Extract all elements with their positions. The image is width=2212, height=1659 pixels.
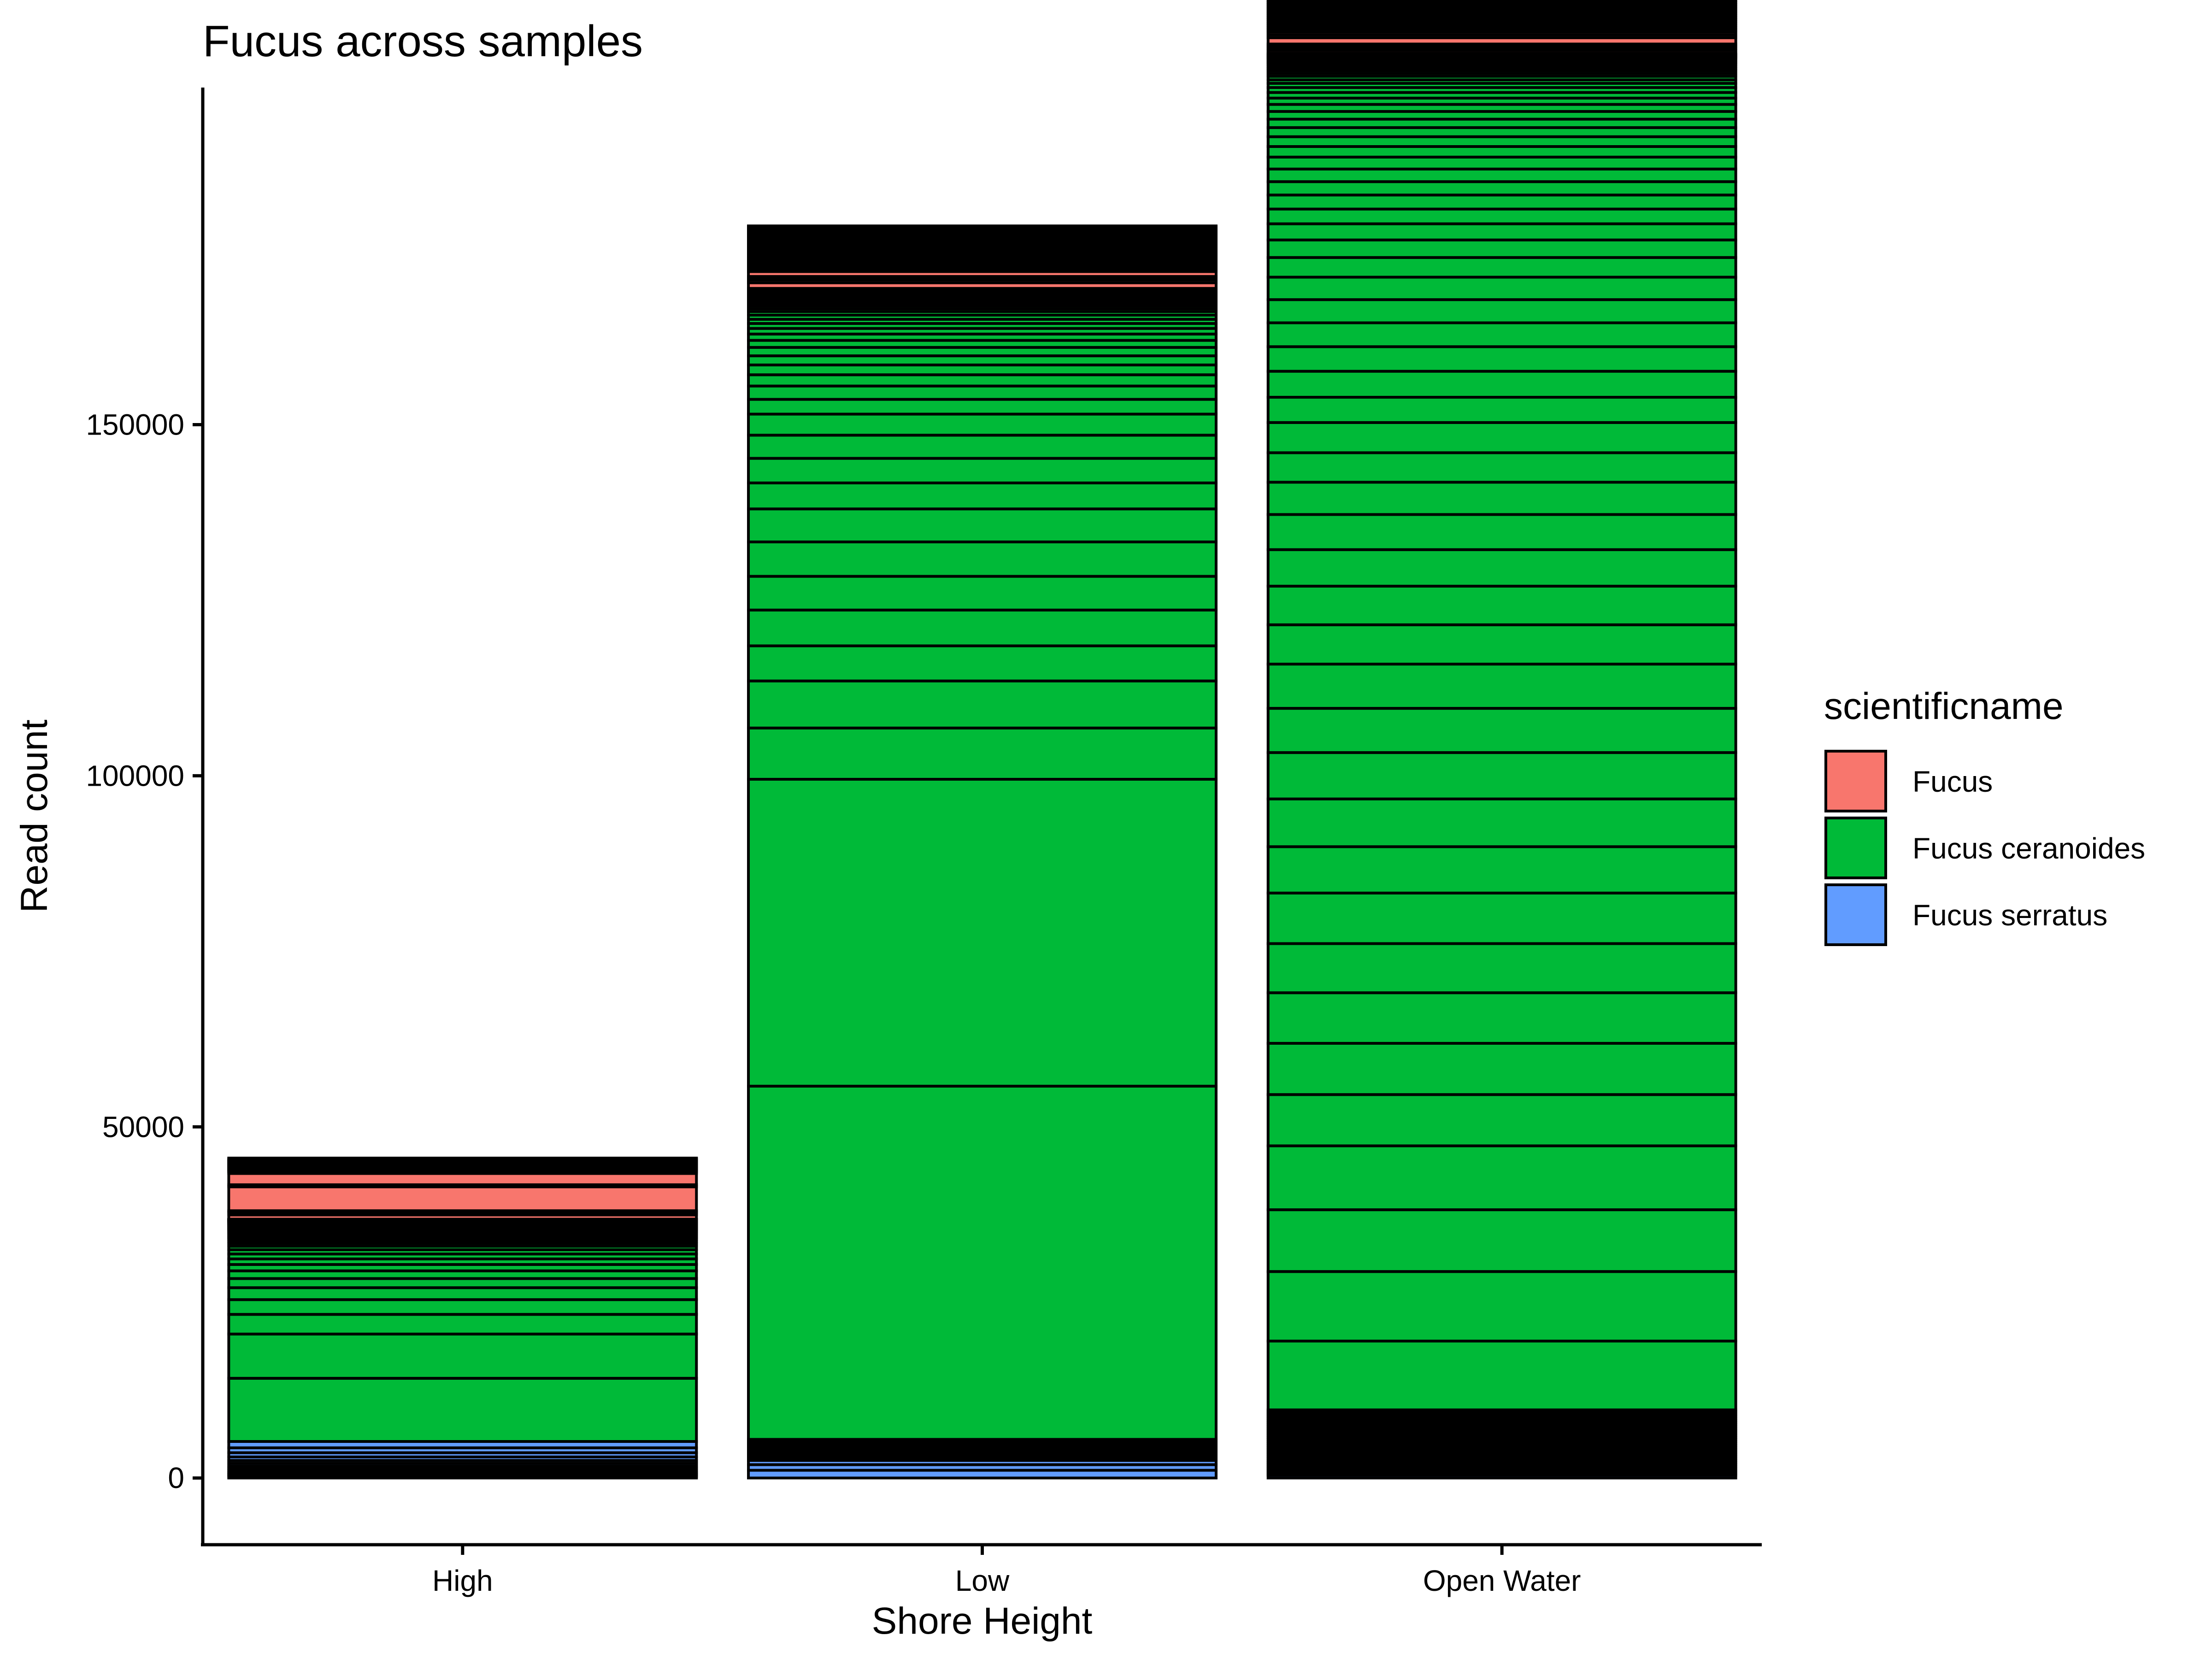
- bar-segment-fucus-ceranoides: [747, 373, 1218, 388]
- legend-label-fucus-serratus: Fucus serratus: [1912, 899, 2107, 932]
- bar-segment-fucus-ceranoides: [1266, 345, 1737, 373]
- bar-segment-fucus-ceranoides: [1266, 451, 1737, 484]
- legend: scientificname Fucus Fucus ceranoides Fucu…: [1824, 685, 2145, 946]
- bar-segment-fucus-ceranoides: [747, 457, 1218, 484]
- bar-segment-fucus-ceranoides: [747, 481, 1218, 511]
- bar-segment-fucus-ceranoides: [1266, 663, 1737, 710]
- bar-segment-fucus: [227, 1156, 698, 1160]
- bar-segment-fucus-ceranoides: [1266, 276, 1737, 301]
- bar-segment-fucus-ceranoides: [1266, 370, 1737, 399]
- bar-segment-fucus-ceranoides: [1266, 207, 1737, 225]
- bar-segment-fucus: [227, 1172, 698, 1186]
- chart-title: Fucus across samples: [203, 17, 643, 66]
- bar-segment-fucus-ceranoides: [1266, 298, 1737, 324]
- bar-segment-fucus-ceranoides: [227, 1377, 698, 1443]
- bar-segment-fucus-ceranoides: [1266, 180, 1737, 197]
- bar-segment-fucus-ceranoides: [747, 412, 1218, 437]
- bar-segment-fucus-ceranoides: [1266, 1093, 1737, 1147]
- plot-area: [227, 0, 1737, 1480]
- x-tick-label: Open Water: [1423, 1564, 1581, 1597]
- bar-segment-fucus-ceranoides: [1266, 991, 1737, 1045]
- legend-swatch-fucus-serratus: [1824, 883, 1887, 946]
- bar-segment-fucus-ceranoides: [747, 363, 1218, 377]
- bar-segment-fucus-ceranoides: [747, 777, 1218, 1088]
- x-tick-label: Low: [955, 1564, 1010, 1597]
- bar-segment-fucus-ceranoides: [1266, 751, 1737, 800]
- bar-stack-high: [227, 1156, 698, 1480]
- bar-segment-fucus-ceranoides: [747, 1084, 1218, 1441]
- bar-segment-fucus-ceranoides: [747, 608, 1218, 647]
- bar-segment-fucus-ceranoides: [1266, 145, 1737, 159]
- bar-segment-fucus-ceranoides: [747, 434, 1218, 460]
- bar-segment-fucus-ceranoides: [227, 1332, 698, 1380]
- bar-segment-fucus-ceranoides: [747, 384, 1218, 401]
- bar-segment-fucus-ceranoides: [1266, 256, 1737, 279]
- legend-title: scientificname: [1824, 685, 2064, 727]
- bar-segment-fucus-ceranoides: [1266, 135, 1737, 148]
- bar-segment-fucus-ceranoides: [747, 575, 1218, 612]
- bar-segment-fucus-ceranoides: [227, 1313, 698, 1335]
- y-axis-title: Read count: [13, 719, 55, 913]
- bar-segment-fucus-ceranoides: [1266, 1340, 1737, 1412]
- legend-label-fucus-ceranoides: Fucus ceranoides: [1912, 832, 2145, 865]
- legend-label-fucus: Fucus: [1912, 765, 1993, 798]
- bar-segment-fucus-ceranoides: [227, 1286, 698, 1301]
- bar-segment-fucus-ceranoides: [1266, 1208, 1737, 1273]
- y-tick-label: 50000: [102, 1110, 184, 1143]
- bar-segment-fucus-ceranoides: [747, 726, 1218, 781]
- bar-segment-fucus-ceranoides: [1266, 584, 1737, 626]
- bar-segment-fucus-ceranoides: [1266, 421, 1737, 454]
- bar-segment-fucus-ceranoides: [1266, 623, 1737, 666]
- bar-segment-fucus-ceranoides: [1266, 167, 1737, 183]
- bar-segment-fucus-ceranoides: [1266, 321, 1737, 348]
- bar-segment-fucus-ceranoides: [1266, 481, 1737, 516]
- bar-segment-fucus-ceranoides: [1266, 548, 1737, 588]
- bar-segment-fucus-ceranoides: [1266, 1270, 1737, 1343]
- bar-segment-fucus-ceranoides: [1266, 942, 1737, 994]
- legend-swatch-fucus-ceranoides: [1824, 817, 1887, 879]
- y-tick-label: 150000: [86, 408, 184, 441]
- bar-segment-fucus-ceranoides: [1266, 238, 1737, 259]
- y-axis-ticks: 0 50000 100000 150000: [86, 408, 203, 1494]
- bar-segment-fucus-ceranoides: [1266, 845, 1737, 894]
- bar-segment-fucus-ceranoides: [747, 507, 1218, 543]
- y-tick-label: 100000: [86, 759, 184, 792]
- bar-segment-fucus-ceranoides: [1266, 1041, 1737, 1096]
- bar-segment-fucus: [227, 1185, 698, 1212]
- bar-segment-fucus-ceranoides: [747, 398, 1218, 416]
- bar-stack-open-water: [1266, 0, 1737, 1480]
- bar-segment-fucus-ceranoides: [1266, 1144, 1737, 1212]
- x-tick-label: High: [432, 1564, 493, 1597]
- x-axis-title: Shore Height: [872, 1600, 1093, 1642]
- x-axis-ticks: High Low Open Water: [432, 1545, 1581, 1597]
- y-tick-label: 0: [168, 1461, 184, 1494]
- bar-segment-fucus-ceranoides: [1266, 396, 1737, 424]
- bar-segment-fucus-ceranoides: [1266, 513, 1737, 551]
- bar-segment-fucus-ceranoides: [1266, 891, 1737, 945]
- bar-segment-fucus-ceranoides: [1266, 194, 1737, 211]
- bar-segment-fucus-ceranoides: [227, 1298, 698, 1316]
- bar-segment-fucus: [747, 224, 1218, 229]
- bar-segment-fucus-ceranoides: [1266, 707, 1737, 754]
- legend-swatch-fucus: [1824, 750, 1887, 812]
- bar-segment-fucus-ceranoides: [747, 679, 1218, 729]
- bar-segment-fucus-ceranoides: [1266, 797, 1737, 848]
- bar-segment-fucus-ceranoides: [747, 540, 1218, 578]
- bar-segment-fucus-ceranoides: [747, 644, 1218, 682]
- bar-segment-fucus-ceranoides: [1266, 222, 1737, 241]
- bar-stack-low: [747, 224, 1218, 1480]
- bar-segment-fucus-ceranoides: [1266, 155, 1737, 171]
